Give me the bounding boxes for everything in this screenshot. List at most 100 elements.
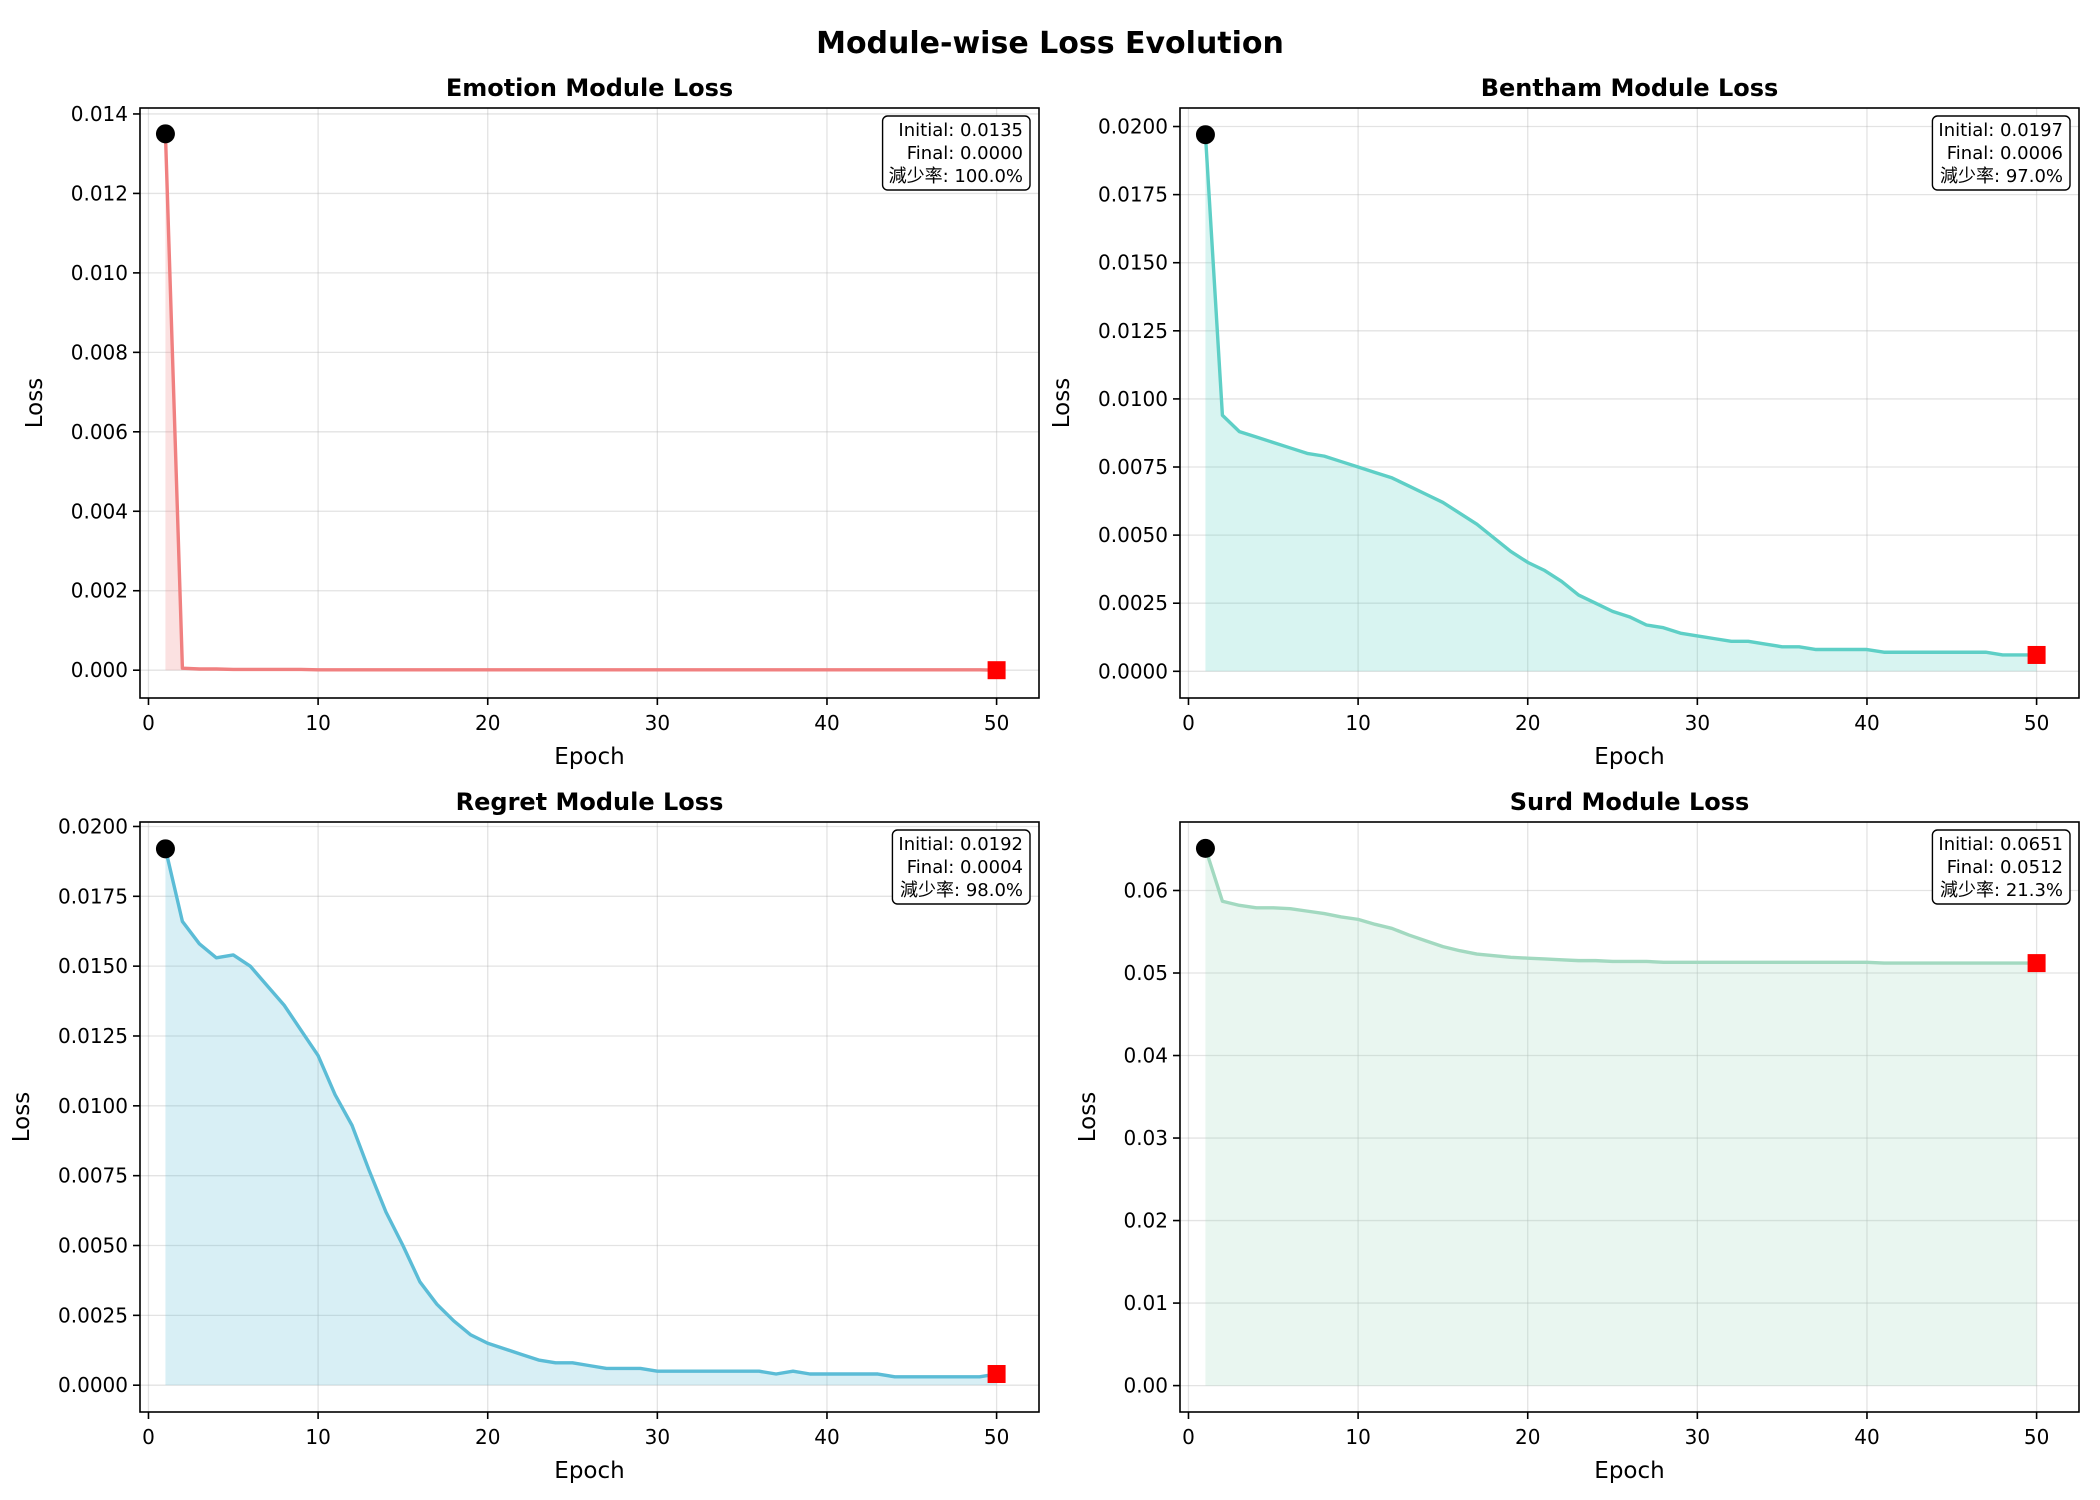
annotation-reduction: 減少率: 98.0% <box>900 880 1023 901</box>
x-tick-label: 30 <box>645 1425 670 1449</box>
final-point-marker <box>987 661 1006 680</box>
x-tick-label: 10 <box>1345 1425 1370 1449</box>
y-axis-label: Loss <box>9 1092 35 1142</box>
series-line <box>1203 134 2037 657</box>
y-tick-label: 0.008 <box>71 340 128 364</box>
series-area <box>165 848 997 1386</box>
annotation-final: Final: 0.0512 <box>1947 857 2063 878</box>
panel-title: Emotion Module Loss <box>446 74 733 102</box>
figure-title: Module-wise Loss Evolution <box>816 26 1284 61</box>
x-axis-label: Epoch <box>554 744 624 770</box>
panel-title: Surd Module Loss <box>1510 788 1750 816</box>
series-area <box>1205 134 2037 672</box>
x-tick-label: 0 <box>1182 1425 1195 1449</box>
annotation-box <box>881 115 1031 191</box>
series-line <box>1203 847 2037 965</box>
y-tick-label: 0.0150 <box>58 954 128 978</box>
y-tick-label: 0.0025 <box>1098 591 1168 615</box>
y-tick-label: 0.0075 <box>58 1164 128 1188</box>
annotation-box <box>1931 115 2071 191</box>
annotation-box <box>891 829 1031 905</box>
y-tick-label: 0.01 <box>1123 1291 1168 1315</box>
annotation-final: Final: 0.0004 <box>907 857 1023 878</box>
y-tick-label: 0.00 <box>1123 1374 1168 1398</box>
x-tick-label: 30 <box>1685 1425 1710 1449</box>
initial-point-marker <box>155 839 175 859</box>
final-point-marker <box>987 1365 1006 1384</box>
x-tick-label: 10 <box>305 711 330 735</box>
plot-frame <box>1179 107 2080 699</box>
plot-frame <box>1179 821 2080 1413</box>
annotation-initial: Initial: 0.0192 <box>898 834 1023 855</box>
annotation-initial: Initial: 0.0135 <box>898 120 1023 141</box>
panel-bentham: 0 10 20 30 40 50 0.0000 0.0025 0.0050 0.0075 0.010… <box>1049 74 2080 770</box>
y-tick-label: 0.0100 <box>58 1094 128 1118</box>
x-tick-label: 10 <box>305 1425 330 1449</box>
y-tick-label: 0.010 <box>71 261 128 285</box>
panel-surd: 0 10 20 30 40 500.000.010.020.030.040.050.06 … <box>1075 788 2080 1484</box>
panel-regret: 0 10 20 30 40 50 0.0000 0.0025 0.0050 0.0075 0.010… <box>9 788 1040 1484</box>
annotation-final: Final: 0.0000 <box>907 143 1023 164</box>
y-tick-label: 0.012 <box>71 181 128 205</box>
y-tick-label: 0.0000 <box>58 1373 128 1397</box>
y-tick-label: 0.0000 <box>1098 659 1168 683</box>
y-tick-label: 0.04 <box>1123 1044 1168 1068</box>
y-tick-label: 0.03 <box>1123 1126 1168 1150</box>
x-tick-label: 40 <box>1854 1425 1879 1449</box>
y-tick-label: 0.0050 <box>58 1234 128 1258</box>
y-tick-label: 0.0200 <box>58 814 128 838</box>
initial-point-marker <box>155 124 175 144</box>
y-tick-label: 0.06 <box>1123 878 1168 902</box>
series-line <box>163 848 997 1379</box>
annotation-box <box>1931 829 2071 905</box>
x-tick-label: 0 <box>142 1425 155 1449</box>
x-tick-label: 20 <box>1515 1425 1540 1449</box>
annotation-reduction: 減少率: 97.0% <box>1940 166 2063 187</box>
y-tick-label: 0.0175 <box>1098 183 1168 207</box>
y-tick-label: 0.014 <box>71 102 128 126</box>
x-tick-label: 30 <box>1685 711 1710 735</box>
panel-title: Bentham Module Loss <box>1481 74 1779 102</box>
panel-emotion: 0 10 20 30 40 50 0.000 0.002 0.004 0.006 0.008 0.01… <box>22 74 1040 770</box>
y-tick-label: 0.0125 <box>58 1024 128 1048</box>
y-tick-label: 0.0125 <box>1098 319 1168 343</box>
x-tick-label: 40 <box>814 711 839 735</box>
x-tick-label: 50 <box>2024 1425 2049 1449</box>
y-axis-label: Loss <box>1075 1092 1101 1142</box>
x-axis-label: Epoch <box>554 1458 624 1484</box>
y-tick-label: 0.0100 <box>1098 387 1168 411</box>
series-line <box>163 133 997 672</box>
y-tick-label: 0.0075 <box>1098 455 1168 479</box>
annotation-reduction: 減少率: 21.3% <box>1940 880 2063 901</box>
x-tick-label: 20 <box>1515 711 1540 735</box>
final-point-marker <box>2027 954 2046 973</box>
x-tick-label: 40 <box>814 1425 839 1449</box>
y-axis-label: Loss <box>1049 378 1075 428</box>
annotation-initial: Initial: 0.0197 <box>1938 120 2063 141</box>
final-point-marker <box>2027 645 2046 664</box>
y-tick-label: 0.0150 <box>1098 251 1168 275</box>
y-tick-label: 0.000 <box>71 658 128 682</box>
x-axis-label: Epoch <box>1594 744 1664 770</box>
plot-frame <box>139 821 1040 1413</box>
y-tick-label: 0.0200 <box>1098 115 1168 139</box>
plot-frame <box>139 107 1040 699</box>
y-tick-label: 0.004 <box>71 499 128 523</box>
y-tick-label: 0.0175 <box>58 884 128 908</box>
initial-point-marker <box>1195 125 1215 145</box>
initial-point-marker <box>1195 838 1215 858</box>
x-tick-label: 20 <box>475 711 500 735</box>
annotation-initial: Initial: 0.0651 <box>1938 834 2063 855</box>
x-tick-label: 30 <box>645 711 670 735</box>
y-axis-label: Loss <box>22 378 48 428</box>
x-tick-label: 10 <box>1345 711 1370 735</box>
x-tick-label: 0 <box>1182 711 1195 735</box>
panel-title: Regret Module Loss <box>456 788 724 816</box>
y-tick-label: 0.002 <box>71 579 128 603</box>
annotation-reduction: 減少率: 100.0% <box>889 166 1023 187</box>
y-tick-label: 0.0050 <box>1098 523 1168 547</box>
y-tick-label: 0.006 <box>71 420 128 444</box>
annotation-final: Final: 0.0006 <box>1947 143 2063 164</box>
